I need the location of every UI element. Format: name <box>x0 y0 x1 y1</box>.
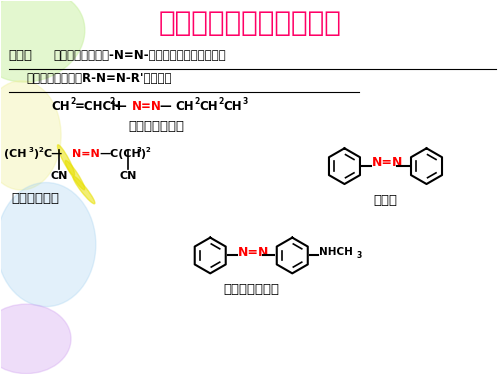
Text: ): ) <box>140 149 145 159</box>
Text: (CH: (CH <box>4 149 26 159</box>
Text: 2: 2 <box>110 97 115 106</box>
Text: =CHCH: =CHCH <box>75 100 122 112</box>
Text: 定义：: 定义： <box>9 48 33 62</box>
Ellipse shape <box>0 0 85 82</box>
Text: N=N: N=N <box>238 246 270 258</box>
Text: —C(CH: —C(CH <box>100 149 141 159</box>
Text: NHCH: NHCH <box>318 247 352 257</box>
Text: C—: C— <box>43 149 62 159</box>
Text: 重氮化合物和偶氮化合物: 重氮化合物和偶氮化合物 <box>158 9 342 37</box>
Ellipse shape <box>0 81 61 190</box>
Text: 2: 2 <box>70 97 75 106</box>
Text: 3: 3 <box>28 147 34 153</box>
Text: —: — <box>115 100 126 112</box>
Text: 烯丙基偶氮丙烷: 烯丙基偶氮丙烷 <box>128 120 184 132</box>
Text: 2: 2 <box>194 97 200 106</box>
Ellipse shape <box>0 304 71 374</box>
Text: 3: 3 <box>356 251 362 260</box>
Text: N=N: N=N <box>372 156 404 169</box>
Ellipse shape <box>65 160 85 190</box>
Text: CH: CH <box>223 100 242 112</box>
Text: 两个烃基分别连在-N=N-基两端的化合物称为偶氮: 两个烃基分别连在-N=N-基两端的化合物称为偶氮 <box>54 48 226 62</box>
Ellipse shape <box>58 145 74 176</box>
Text: CH: CH <box>200 100 218 112</box>
Text: 对甲氨基偶氮苯: 对甲氨基偶氮苯 <box>223 283 279 296</box>
Text: N=N: N=N <box>132 100 162 112</box>
Text: 3: 3 <box>136 147 141 153</box>
Text: CH: CH <box>51 100 70 112</box>
Text: ): ) <box>33 149 38 159</box>
Text: 2: 2 <box>218 97 224 106</box>
Text: CN: CN <box>120 171 137 181</box>
Text: 2: 2 <box>146 147 150 153</box>
Text: 偶氮二异丁腈: 偶氮二异丁腈 <box>12 192 60 206</box>
Text: CN: CN <box>50 171 68 181</box>
Text: CH: CH <box>176 100 194 112</box>
Ellipse shape <box>0 183 96 307</box>
Text: 2: 2 <box>38 147 44 153</box>
Text: 偶氮苯: 偶氮苯 <box>373 194 397 207</box>
Ellipse shape <box>73 176 95 204</box>
Text: 3: 3 <box>242 97 248 106</box>
Text: —: — <box>160 100 172 112</box>
Text: 化合物。通式为：R-N=N-R'，例如：: 化合物。通式为：R-N=N-R'，例如： <box>26 72 172 85</box>
Text: N=N: N=N <box>72 149 100 159</box>
